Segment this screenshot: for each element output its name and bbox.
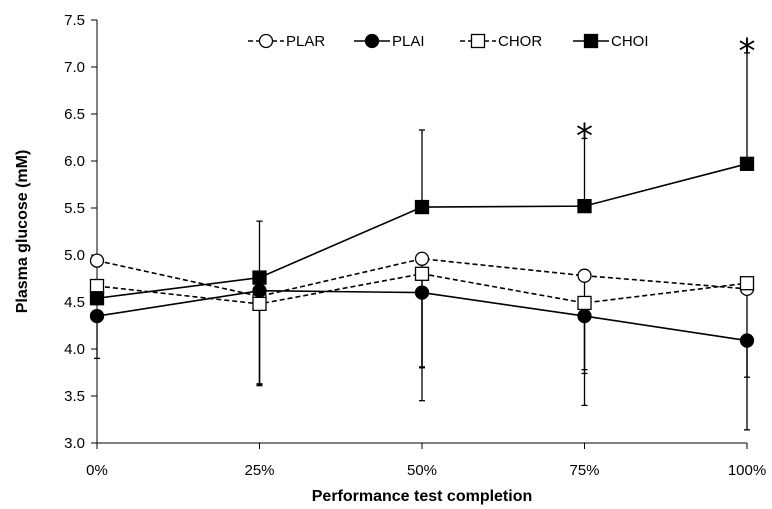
y-tick-label: 6.5 [64,106,85,123]
y-tick-label: 7.5 [64,12,85,29]
y-ticks: 3.0 3.5 4.0 4.5 5.0 5.5 6.0 6.5 7.0 7.5 [64,12,97,452]
marker-plar [577,268,592,283]
x-tick-label: 100% [728,462,766,479]
marker-choi [577,198,592,214]
legend-label-chor: CHOR [498,33,542,50]
x-tick-label: 50% [407,462,437,479]
marker-plai [577,308,592,324]
marker-plai [739,333,755,348]
marker-plai [252,283,267,298]
legend-label-plai: PLAI [392,33,425,50]
y-tick-label: 5.5 [64,200,85,217]
marker-choi [252,270,267,285]
marker-plai [89,308,105,324]
y-tick-label: 4.5 [64,294,85,311]
y-tick-label: 6.0 [64,153,85,170]
marker-plar [89,253,105,268]
x-tick-label: 25% [244,462,274,479]
legend-marker-plar [258,33,274,49]
series-markers [89,156,755,348]
marker-chor [414,266,430,281]
annotations: ** [576,32,756,157]
y-tick-label: 4.0 [64,341,85,358]
marker-choi [89,291,105,306]
x-tick-label: 75% [569,462,599,479]
y-tick-label: 3.0 [64,435,85,452]
marker-chor [739,276,755,291]
y-axis-title: Plasma glucose (mM) [14,150,31,314]
marker-choi [739,156,755,171]
marker-chor [577,295,592,311]
legend: PLAR PLAI CHOR CHOI [248,33,649,50]
marker-chor [89,278,105,294]
marker-plai [414,285,430,300]
marker-plar [414,251,430,266]
x-axis-title: Performance test completion [312,488,533,505]
y-tick-label: 3.5 [64,388,85,405]
legend-label-choi: CHOI [611,33,649,50]
legend-marker-chor [470,33,486,49]
error-bars [94,52,750,431]
marker-choi [414,199,430,215]
legend-marker-choi [583,33,599,49]
legend-marker-plai [364,33,380,49]
y-tick-label: 5.0 [64,247,85,264]
x-tick-label: 0% [86,462,108,479]
marker-chor [252,296,267,312]
legend-label-plar: PLAR [286,33,325,50]
significance-asterisk: * [576,116,593,156]
significance-asterisk: * [739,32,756,72]
x-ticks: 0% 25% 50% 75% 100% [86,443,766,479]
y-tick-label: 7.0 [64,59,85,76]
